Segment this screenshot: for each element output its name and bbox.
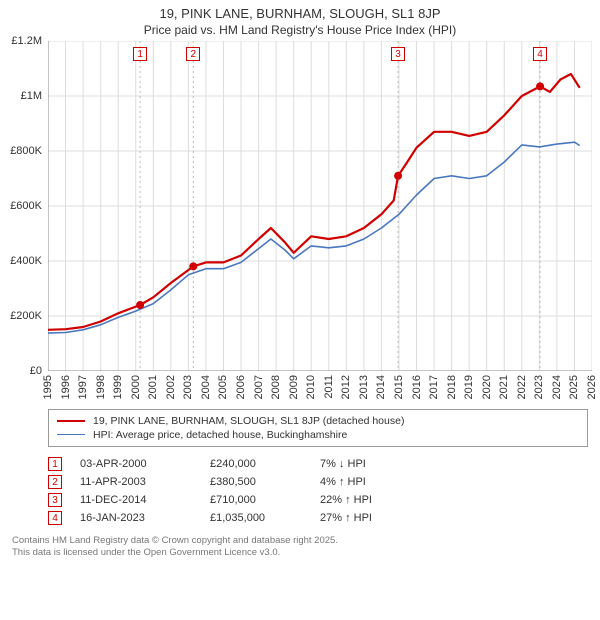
legend-label: 19, PINK LANE, BURNHAM, SLOUGH, SL1 8JP …: [93, 415, 404, 427]
legend-swatch: [57, 420, 85, 422]
footer-line-1: Contains HM Land Registry data © Crown c…: [12, 535, 588, 547]
sales-row-marker: 4: [48, 511, 62, 525]
x-tick-label: 1996: [60, 375, 72, 399]
sales-row-price: £1,035,000: [210, 512, 320, 524]
page-title: 19, PINK LANE, BURNHAM, SLOUGH, SL1 8JP: [0, 0, 600, 23]
y-tick-label: £800K: [10, 145, 42, 157]
sales-row-delta: 7% ↓ HPI: [320, 458, 440, 470]
x-tick-label: 2011: [323, 375, 335, 399]
x-tick-label: 2020: [481, 375, 493, 399]
sales-row: 1 03-APR-2000£240,0007% ↓ HPI: [48, 455, 588, 473]
y-tick-label: £200K: [10, 310, 42, 322]
y-tick-label: £1M: [21, 90, 42, 102]
sales-row-price: £240,000: [210, 458, 320, 470]
sales-row-delta: 4% ↑ HPI: [320, 476, 440, 488]
sales-row-date: 11-APR-2003: [80, 476, 210, 488]
sales-row: 3 11-DEC-2014£710,00022% ↑ HPI: [48, 491, 588, 509]
sales-row-date: 03-APR-2000: [80, 458, 210, 470]
x-tick-label: 2003: [182, 375, 194, 399]
x-tick-label: 2015: [393, 375, 405, 399]
sales-row-delta: 22% ↑ HPI: [320, 494, 440, 506]
x-tick-label: 2023: [533, 375, 545, 399]
y-tick-label: £1.2M: [11, 35, 42, 47]
sales-row-marker: 2: [48, 475, 62, 489]
x-tick-label: 2019: [463, 375, 475, 399]
x-tick-label: 2008: [270, 375, 282, 399]
y-tick-label: £400K: [10, 255, 42, 267]
x-tick-label: 2001: [147, 375, 159, 399]
x-tick-label: 2013: [358, 375, 370, 399]
sales-row: 2 11-APR-2003£380,5004% ↑ HPI: [48, 473, 588, 491]
legend-item: HPI: Average price, detached house, Buck…: [57, 428, 579, 442]
x-tick-label: 2004: [200, 375, 212, 399]
sale-marker-dot: [136, 301, 144, 309]
sales-row-delta: 27% ↑ HPI: [320, 512, 440, 524]
legend-label: HPI: Average price, detached house, Buck…: [93, 429, 347, 441]
x-tick-label: 2017: [428, 375, 440, 399]
sale-marker-label: 2: [186, 47, 200, 61]
legend-swatch: [57, 434, 85, 435]
x-tick-label: 2009: [288, 375, 300, 399]
sale-marker-label: 1: [133, 47, 147, 61]
x-tick-label: 2006: [235, 375, 247, 399]
footer-line-2: This data is licensed under the Open Gov…: [12, 547, 588, 559]
x-tick-label: 2026: [586, 375, 598, 399]
sales-row-date: 11-DEC-2014: [80, 494, 210, 506]
sale-marker-dot: [536, 82, 544, 90]
x-tick-label: 2025: [568, 375, 580, 399]
sales-table: 1 03-APR-2000£240,0007% ↓ HPI 2 11-APR-2003…: [48, 455, 588, 527]
x-tick-label: 2014: [375, 375, 387, 399]
sales-row: 4 16-JAN-2023£1,035,00027% ↑ HPI: [48, 509, 588, 527]
page-subtitle: Price paid vs. HM Land Registry's House …: [0, 23, 600, 41]
x-tick-label: 2024: [551, 375, 563, 399]
sales-row-price: £380,500: [210, 476, 320, 488]
x-tick-label: 2021: [498, 375, 510, 399]
x-tick-label: 2007: [253, 375, 265, 399]
y-tick-label: £600K: [10, 200, 42, 212]
x-tick-label: 1995: [42, 375, 54, 399]
sales-row-marker: 3: [48, 493, 62, 507]
legend: 19, PINK LANE, BURNHAM, SLOUGH, SL1 8JP …: [48, 409, 588, 447]
x-tick-label: 2000: [130, 375, 142, 399]
footer-attribution: Contains HM Land Registry data © Crown c…: [12, 535, 588, 560]
x-tick-label: 1997: [77, 375, 89, 399]
sales-row-price: £710,000: [210, 494, 320, 506]
sales-row-marker: 1: [48, 457, 62, 471]
x-tick-label: 2018: [446, 375, 458, 399]
x-tick-label: 2005: [217, 375, 229, 399]
sale-marker-label: 3: [391, 47, 405, 61]
sales-row-date: 16-JAN-2023: [80, 512, 210, 524]
sale-marker-label: 4: [533, 47, 547, 61]
x-tick-label: 2002: [165, 375, 177, 399]
x-tick-label: 2022: [516, 375, 528, 399]
y-tick-label: £0: [30, 365, 42, 377]
x-tick-label: 2016: [411, 375, 423, 399]
x-tick-label: 1998: [95, 375, 107, 399]
x-tick-label: 2010: [305, 375, 317, 399]
chart-container: 19, PINK LANE, BURNHAM, SLOUGH, SL1 8JP …: [0, 0, 600, 620]
x-tick-label: 2012: [340, 375, 352, 399]
chart-area: £0£200K£400K£600K£800K£1M£1.2M1995199619…: [48, 41, 592, 371]
legend-item: 19, PINK LANE, BURNHAM, SLOUGH, SL1 8JP …: [57, 414, 579, 428]
sale-marker-dot: [394, 172, 402, 180]
sale-marker-dot: [189, 262, 197, 270]
x-tick-label: 1999: [112, 375, 124, 399]
